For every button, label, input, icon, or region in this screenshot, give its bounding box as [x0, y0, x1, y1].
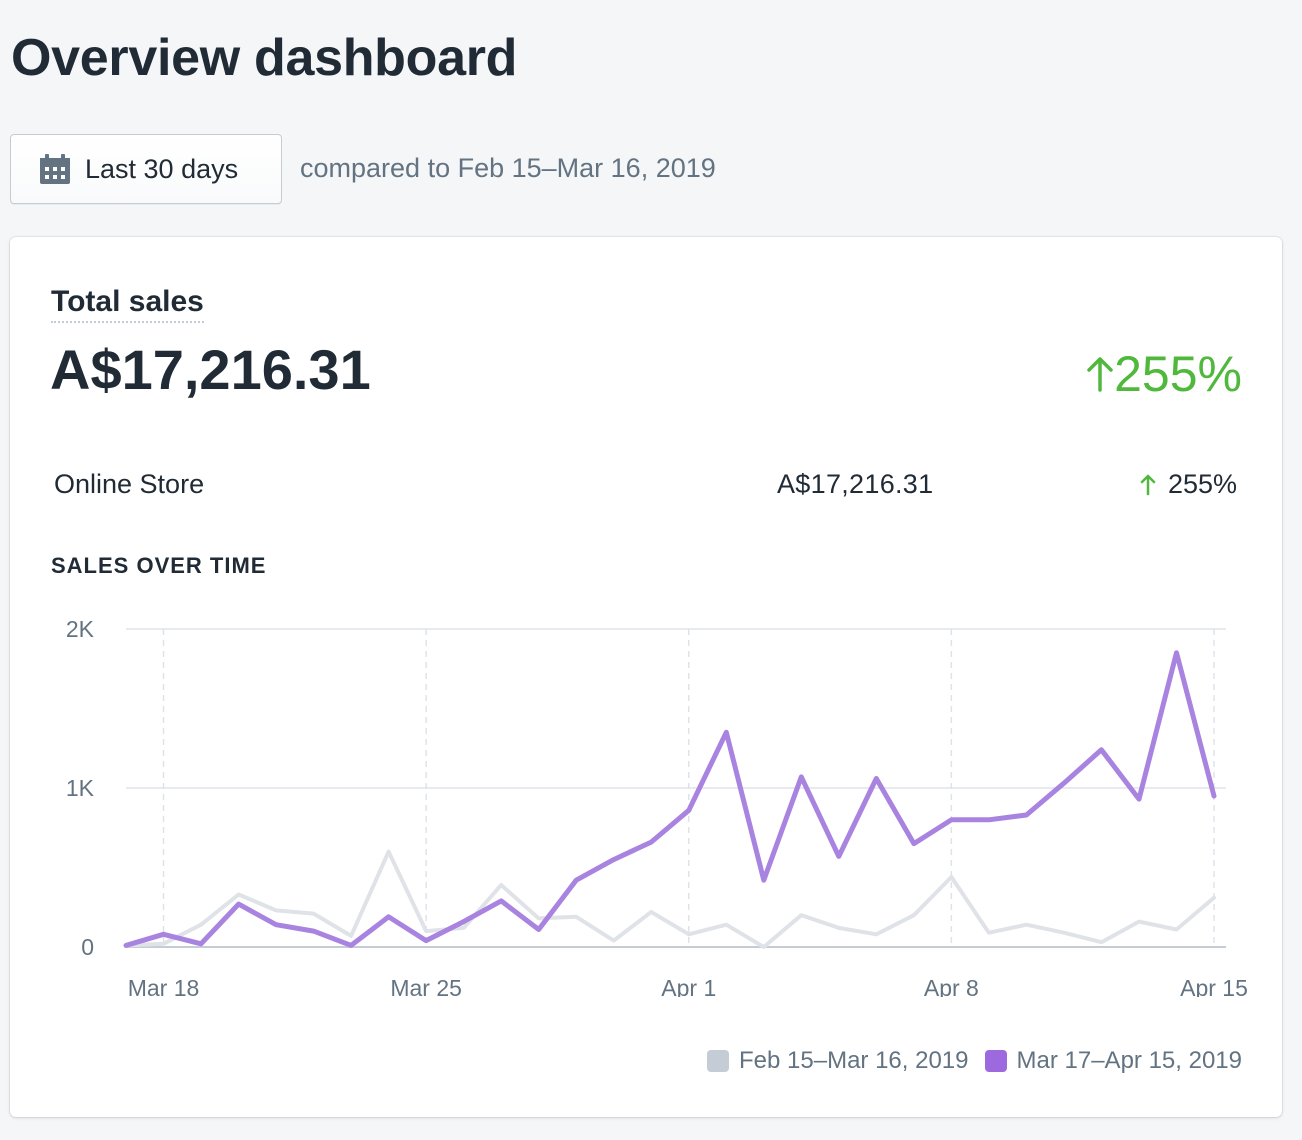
channel-change: 255% [1140, 469, 1237, 500]
sales-over-time-chart[interactable]: 0 1K 2K Mar 18 Mar 25 Apr 1 Apr 8 Apr 15 [10, 597, 1282, 997]
y-tick-label: 1K [66, 775, 95, 801]
legend-swatch-previous [707, 1050, 730, 1072]
comparison-period-text: compared to Feb 15–Mar 16, 2019 [300, 153, 716, 183]
x-tick-label: Mar 18 [128, 975, 200, 997]
channel-value: A$17,216.31 [777, 469, 934, 499]
total-sales-change: 255% [1086, 345, 1242, 403]
page-title: Overview dashboard [11, 29, 518, 87]
legend-label-current: Mar 17–Apr 15, 2019 [1016, 1047, 1242, 1074]
y-tick-label: 0 [81, 934, 94, 960]
series-line-0 [124, 849, 1216, 949]
date-range-label: Last 30 days [85, 153, 239, 184]
total-sales-value: A$17,216.31 [50, 338, 371, 401]
arrow-up-icon [1087, 357, 1113, 392]
legend-label-previous: Feb 15–Mar 16, 2019 [739, 1047, 969, 1074]
legend-swatch-current [984, 1050, 1007, 1072]
date-range-button[interactable]: Last 30 days [10, 134, 282, 204]
legend-item-previous-period[interactable]: Feb 15–Mar 16, 2019 [707, 1047, 969, 1075]
total-sales-card: Total sales A$17,216.31 255% Online Stor… [10, 237, 1282, 1117]
calendar-icon [40, 154, 70, 184]
channel-change-value: 255% [1167, 469, 1237, 499]
channel-label: Online Store [54, 469, 205, 499]
sales-over-time-title: SALES OVER TIME [51, 553, 267, 578]
y-tick-label: 2K [66, 616, 95, 642]
chart-legend: Feb 15–Mar 16, 2019 Mar 17–Apr 15, 2019 [691, 1047, 1242, 1075]
x-tick-label: Mar 25 [390, 975, 462, 997]
total-sales-title[interactable]: Total sales [51, 285, 204, 323]
legend-item-current-period[interactable]: Mar 17–Apr 15, 2019 [984, 1047, 1242, 1075]
x-tick-label: Apr 8 [924, 975, 979, 997]
x-tick-label: Apr 15 [1180, 975, 1248, 997]
total-sales-change-value: 255% [1114, 346, 1242, 402]
x-tick-label: Apr 1 [661, 975, 716, 997]
arrow-up-icon [1140, 474, 1156, 495]
series-line-1 [123, 650, 1217, 948]
breakdown-row-online-store: Online Store A$17,216.31 255% [54, 469, 1237, 505]
